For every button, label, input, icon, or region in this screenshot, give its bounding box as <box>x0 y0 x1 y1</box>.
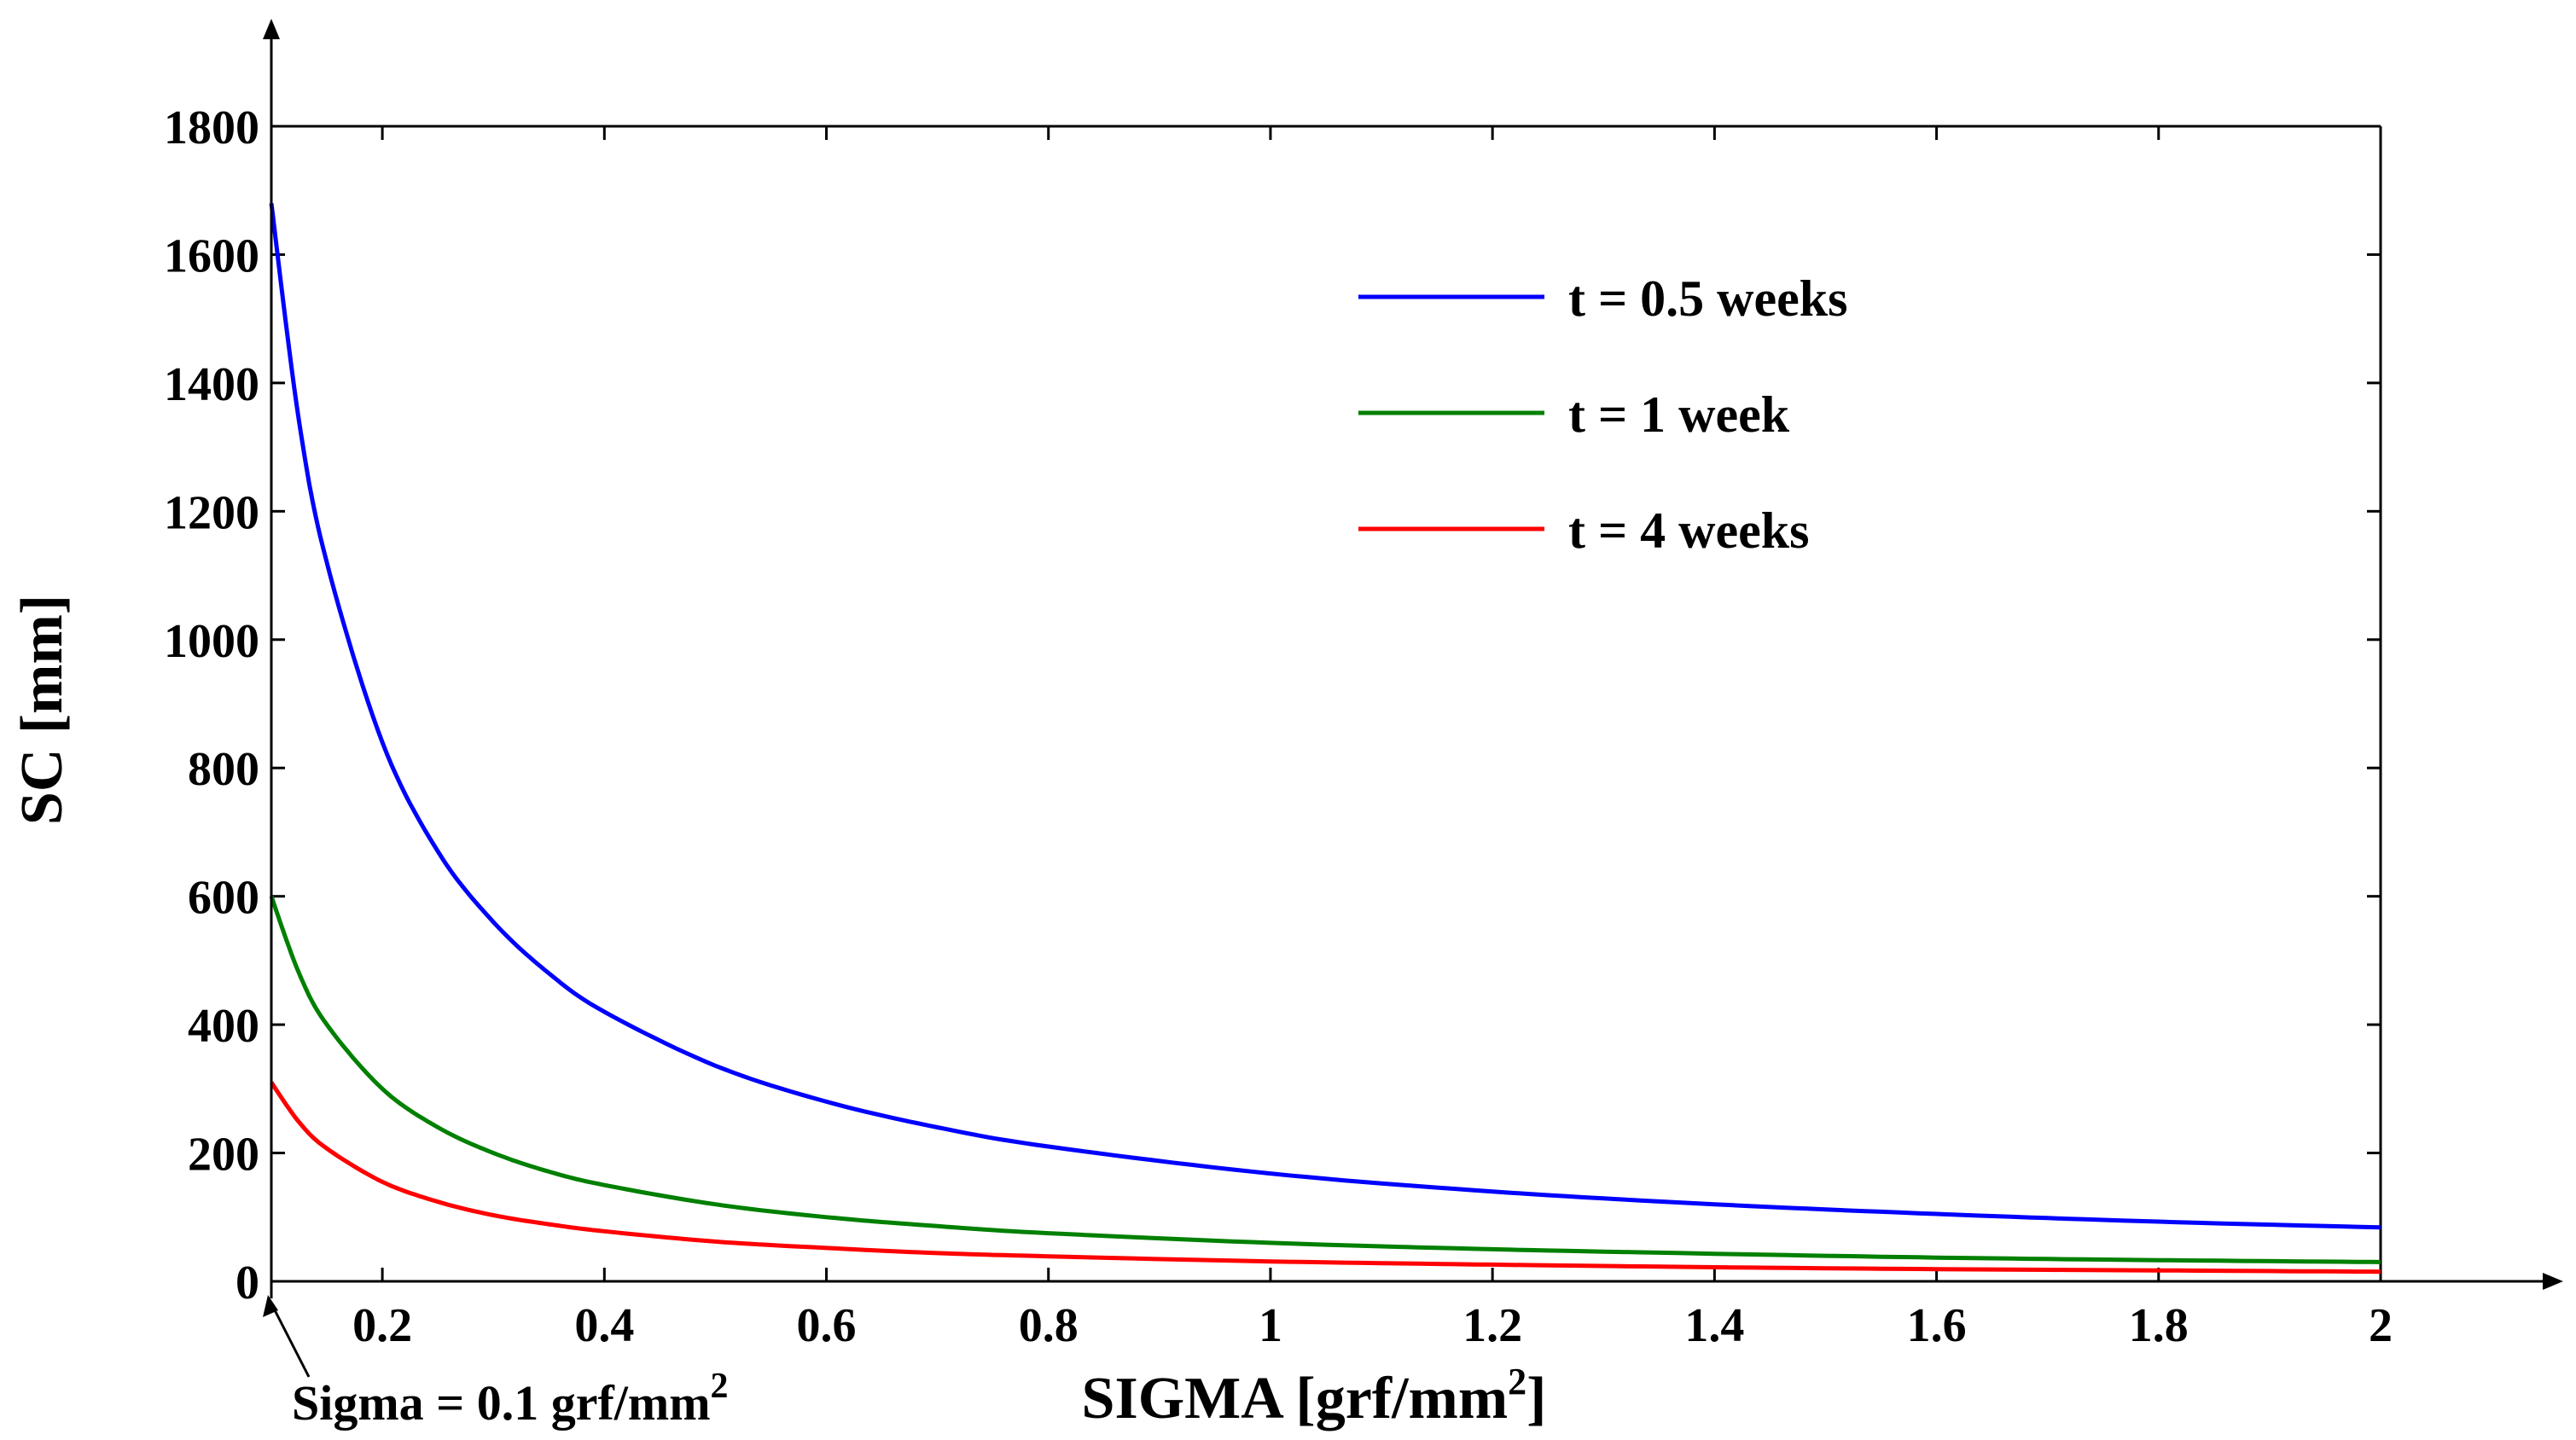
x-tick-label: 0.6 <box>797 1299 857 1352</box>
y-tick-label: 400 <box>188 1000 259 1053</box>
sigma-annotation: Sigma = 0.1 grf/mm2 <box>263 1295 729 1431</box>
x-axis-title-superscript: 2 <box>1508 1361 1526 1402</box>
x-axis-title: SIGMA [grf/mm2] <box>1082 1361 1547 1431</box>
annotation-arrow-line <box>270 1303 311 1378</box>
annotation-text: Sigma = 0.1 grf/mm2 <box>292 1367 729 1431</box>
y-tick-label: 1800 <box>164 102 259 154</box>
series-layer <box>269 202 2381 1275</box>
y-tick-label: 600 <box>188 872 259 925</box>
annotation-superscript: 2 <box>711 1367 729 1406</box>
axis-ticks: 0.2 0.4 0.6 0.8 1 1.2 1.4 1.6 1.8 2 0 200 400 600 800 1… <box>164 102 2393 1352</box>
x-axis-title-main: SIGMA [grf/mm <box>1082 1366 1509 1431</box>
y-tick-label: 0 <box>236 1257 259 1309</box>
series-line-2 <box>269 895 2381 1264</box>
x-tick-label: 1 <box>1259 1299 1282 1352</box>
x-tick-label: 2 <box>2369 1299 2393 1352</box>
x-axis-title-end: ] <box>1526 1366 1546 1431</box>
legend-label-2: t = 1 week <box>1568 386 1790 443</box>
y-tick-label: 1000 <box>164 615 259 668</box>
axes-arrows <box>263 19 2563 1298</box>
y-tick-label: 800 <box>188 743 259 796</box>
x-tick-label: 1.4 <box>1684 1299 1744 1352</box>
x-tick-label: 1.2 <box>1462 1299 1522 1352</box>
x-tick-label: 0.2 <box>352 1299 412 1352</box>
legend-label-3: t = 4 weeks <box>1568 502 1809 559</box>
x-tick-label: 0.4 <box>574 1299 634 1352</box>
y-tick-label: 1600 <box>164 229 259 282</box>
x-tick-label: 1.8 <box>2129 1299 2189 1352</box>
y-tick-label: 1400 <box>164 358 259 411</box>
y-axis-arrowhead <box>263 19 280 39</box>
annotation-arrowhead <box>263 1295 278 1317</box>
legend: t = 0.5 weeks t = 1 week t = 4 weeks <box>1358 270 1847 559</box>
y-tick-label: 1200 <box>164 486 259 539</box>
legend-label-1: t = 0.5 weeks <box>1568 270 1847 327</box>
x-tick-label: 1.6 <box>1907 1299 1967 1352</box>
series-line-3 <box>269 1081 2381 1275</box>
x-tick-label: 0.8 <box>1019 1299 1079 1352</box>
x-axis-arrowhead <box>2543 1273 2563 1290</box>
plot-frame <box>271 125 2382 1281</box>
annotation-text-main: Sigma = 0.1 grf/mm <box>292 1375 711 1431</box>
series-line-1 <box>269 202 2381 1230</box>
y-tick-label: 200 <box>188 1129 259 1182</box>
y-axis-title: SC [mm] <box>9 595 75 825</box>
